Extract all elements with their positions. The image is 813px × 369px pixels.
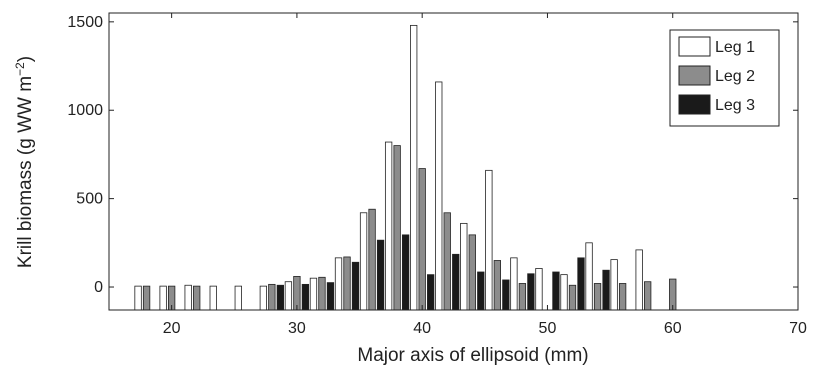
y-tick-label-500: 500	[76, 191, 103, 208]
bar-leg-3-42mm	[452, 253, 460, 311]
bar-leg-2-58mm	[644, 281, 652, 311]
bar-leg-3-34mm	[351, 261, 360, 311]
bar-leg-3-50mm	[552, 271, 560, 311]
y-tick-label-1000: 1000	[67, 102, 103, 119]
bar-leg-1-34mm	[334, 257, 343, 311]
x-axis-title: Major axis of ellipsoid (mm)	[357, 345, 588, 366]
y-tick-label-1500: 1500	[67, 14, 103, 31]
bar-leg-2-46mm	[493, 260, 502, 311]
bar-leg-1-22mm	[184, 284, 192, 311]
bar-leg-2-54mm	[593, 283, 602, 311]
bar-leg-1-44mm	[460, 222, 468, 311]
x-tick-label-40: 40	[413, 320, 431, 337]
bar-leg-2-34mm	[343, 256, 351, 311]
y-axis-title-close: )	[15, 56, 36, 62]
legend-label-leg-2: Leg 2	[715, 68, 755, 85]
bar-leg-3-46mm	[502, 279, 510, 311]
bar-leg-1-36mm	[359, 212, 368, 311]
legend: Leg 1 Leg 2 Leg 3	[669, 29, 780, 127]
legend-swatch-leg-3	[678, 94, 711, 115]
bar-leg-3-32mm	[326, 282, 335, 311]
y-axis-title-sup: −2	[13, 62, 27, 76]
bar-leg-2-56mm	[618, 283, 627, 311]
x-tick-label-30: 30	[288, 320, 306, 337]
bar-leg-2-30mm	[293, 276, 301, 311]
bar-leg-3-40mm	[427, 274, 435, 311]
bar-leg-2-44mm	[468, 234, 476, 311]
bar-leg-1-42mm	[435, 81, 443, 311]
y-axis-title: Krill biomass (g WW m−2)	[13, 56, 36, 268]
x-tick-label-50: 50	[539, 320, 557, 337]
bar-leg-2-38mm	[393, 145, 401, 311]
x-tick-label-60: 60	[664, 320, 682, 337]
legend-swatch-leg-1	[678, 36, 711, 57]
bar-leg-1-30mm	[284, 281, 293, 311]
bar-leg-1-20mm	[159, 285, 167, 311]
bar-leg-3-54mm	[602, 269, 610, 311]
bar-leg-1-52mm	[560, 274, 568, 311]
bar-leg-2-32mm	[318, 276, 326, 311]
bar-leg-2-40mm	[418, 168, 426, 311]
bar-leg-3-28mm	[276, 284, 285, 311]
bar-leg-1-32mm	[309, 277, 318, 311]
bar-leg-2-18mm	[142, 285, 151, 311]
bar-leg-1-28mm	[259, 285, 268, 311]
bar-leg-2-52mm	[568, 284, 577, 311]
bar-leg-1-56mm	[610, 259, 618, 311]
plot-frame	[108, 12, 799, 311]
bar-leg-2-28mm	[268, 283, 276, 311]
y-axis-title-main: Krill biomass (g WW m	[15, 76, 36, 268]
legend-label-leg-1: Leg 1	[715, 39, 755, 56]
x-axis-ticks: 20 30 40 50 60 70	[163, 13, 807, 337]
bar-leg-1-18mm	[134, 285, 142, 311]
bar-leg-1-48mm	[510, 257, 518, 311]
bar-leg-3-30mm	[301, 283, 310, 311]
bar-leg-3-36mm	[376, 239, 385, 311]
bar-leg-1-38mm	[384, 141, 393, 311]
bar-leg-3-44mm	[477, 271, 485, 311]
y-tick-label-0: 0	[94, 279, 103, 296]
legend-label-leg-3: Leg 3	[715, 97, 755, 114]
bar-leg-2-42mm	[443, 212, 451, 311]
legend-swatch-leg-2	[678, 65, 711, 86]
bar-leg-1-24mm	[209, 285, 217, 311]
bar-leg-1-50mm	[535, 268, 543, 311]
bar-leg-3-38mm	[401, 234, 410, 311]
bar-leg-1-58mm	[635, 249, 643, 311]
bar-leg-2-22mm	[193, 285, 201, 311]
x-tick-label-20: 20	[163, 320, 181, 337]
y-axis-ticks: 0 500 1000 1500	[67, 14, 798, 296]
bar-leg-1-26mm	[234, 285, 242, 311]
bar-leg-2-36mm	[368, 208, 376, 311]
bar-leg-3-48mm	[527, 273, 535, 311]
bar-leg-1-46mm	[485, 169, 493, 311]
bar-leg-2-48mm	[518, 283, 527, 311]
bar-leg-3-52mm	[577, 257, 585, 311]
bar-leg-1-54mm	[585, 242, 593, 311]
bar-leg-1-40mm	[410, 24, 418, 311]
x-tick-label-70: 70	[789, 320, 807, 337]
